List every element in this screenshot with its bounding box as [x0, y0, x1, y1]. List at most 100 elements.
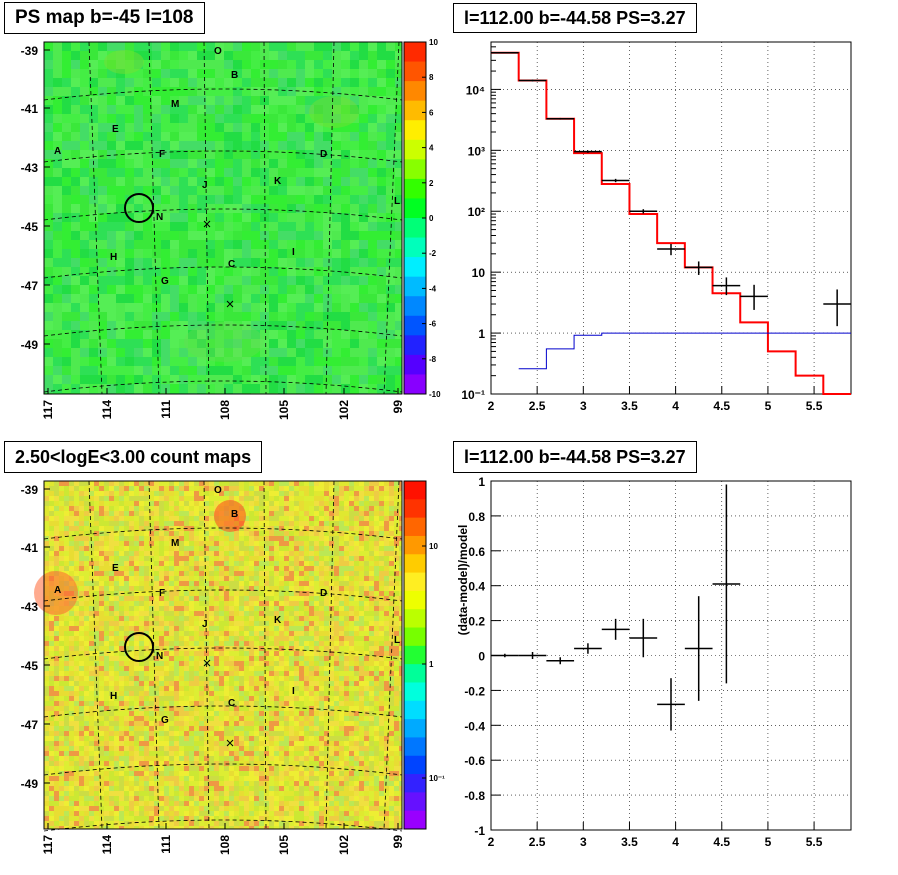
map-top-pixel [197, 159, 206, 168]
map-bottom-pixel [309, 606, 314, 611]
map-top-pixel [386, 231, 395, 240]
map-bottom-pixel [179, 586, 184, 591]
map-top-lon-tick-label: 114 [100, 400, 114, 420]
map-bottom-pixel [164, 646, 169, 651]
map-bottom-pixel [304, 551, 309, 556]
map-bottom-pixel [179, 556, 184, 561]
map-top-blob [309, 96, 359, 128]
map-top-pixel [215, 231, 224, 240]
map-bottom-pixel [314, 511, 319, 516]
map-bottom-pixel [274, 661, 279, 666]
map-bottom-pixel [184, 486, 189, 491]
map-bottom-pixel [244, 556, 249, 561]
map-bottom-pixel [264, 666, 269, 671]
map-bottom-pixel [229, 486, 234, 491]
map-bottom-pixel [179, 541, 184, 546]
map-bottom-pixel [154, 596, 159, 601]
map-top-pixel [332, 78, 341, 87]
map-bottom-pixel [194, 531, 199, 536]
map-top-pixel [314, 339, 323, 348]
map-bottom-pixel [369, 691, 374, 696]
map-bottom-pixel [64, 501, 69, 506]
map-top-pixel [251, 303, 260, 312]
map-bottom-pixel [369, 551, 374, 556]
map-bottom-pixel [224, 571, 229, 576]
map-bottom-pixel [134, 586, 139, 591]
map-bottom-pixel [134, 611, 139, 616]
map-bottom-pixel [329, 696, 334, 701]
map-bottom-pixel [219, 566, 224, 571]
map-top-pixel [98, 150, 107, 159]
map-bottom-pixel [379, 496, 384, 501]
map-bottom-pixel [339, 581, 344, 586]
map-top-pixel [98, 51, 107, 60]
map-bottom-pixel [299, 546, 304, 551]
map-top-pixel [359, 330, 368, 339]
map-bottom-pixel [169, 666, 174, 671]
map-bottom-pixel [144, 511, 149, 516]
map-top-pixel [296, 276, 305, 285]
map-bottom-pixel [244, 536, 249, 541]
map-bottom-pixel [89, 711, 94, 716]
map-bottom-pixel [354, 556, 359, 561]
map-bottom-pixel [254, 656, 259, 661]
map-bottom-pixel [319, 546, 324, 551]
map-bottom-pixel [319, 671, 324, 676]
map-bottom-pixel [239, 616, 244, 621]
map-bottom-pixel [299, 591, 304, 596]
map-bottom-pixel [74, 541, 79, 546]
map-bottom-pixel [89, 626, 94, 631]
map-bottom-pixel [194, 701, 199, 706]
map-bottom-pixel [79, 601, 84, 606]
map-bottom-pixel [199, 491, 204, 496]
map-bottom-pixel [224, 686, 229, 691]
map-bottom-pixel [364, 581, 369, 586]
map-bottom-pixel [374, 651, 379, 656]
map-bottom-pixel [399, 676, 402, 681]
map-top-pixel [296, 285, 305, 294]
map-bottom-pixel [364, 521, 369, 526]
map-bottom-pixel [289, 686, 294, 691]
map-bottom-pixel [159, 666, 164, 671]
map-bottom-pixel [69, 536, 74, 541]
map-top-pixel [215, 348, 224, 357]
map-top-pixel [188, 150, 197, 159]
map-bottom-pixel [384, 656, 389, 661]
map-bottom-pixel [69, 666, 74, 671]
map-bottom-pixel [339, 626, 344, 631]
map-bottom-pixel [89, 641, 94, 646]
map-bottom-pixel [289, 531, 294, 536]
map-bottom-pixel [299, 506, 304, 511]
map-bottom-pixel [204, 621, 209, 626]
map-bottom-pixel [94, 546, 99, 551]
map-bottom-pixel [314, 586, 319, 591]
map-bottom-pixel [369, 481, 374, 486]
map-bottom-pixel [384, 636, 389, 641]
map-bottom-pixel [99, 501, 104, 506]
map-bottom-pixel [209, 666, 214, 671]
map-top-pixel [278, 240, 287, 249]
map-bottom-pixel [244, 646, 249, 651]
map-top-pixel [53, 69, 62, 78]
map-bottom-pixel [229, 601, 234, 606]
map-bottom-pixel [179, 621, 184, 626]
map-top-pixel [224, 222, 233, 231]
map-top-pixel [305, 195, 314, 204]
map-bottom-pixel [254, 541, 259, 546]
map-top-pixel [53, 240, 62, 249]
map-top-pixel [278, 132, 287, 141]
map-bottom-pixel [169, 656, 174, 661]
map-top-pixel [188, 285, 197, 294]
map-top-pixel [368, 366, 377, 375]
map-bottom-pixel [284, 551, 289, 556]
map-top-pixel [233, 150, 242, 159]
map-bottom-pixel [74, 676, 79, 681]
map-top-pixel [350, 231, 359, 240]
map-bottom-pixel [374, 496, 379, 501]
map-bottom-pixel [359, 661, 364, 666]
map-bottom-pixel [179, 706, 184, 711]
map-bottom-pixel [54, 511, 59, 516]
map-bottom-pixel [239, 686, 244, 691]
map-bottom-pixel [394, 561, 399, 566]
map-bottom-pixel [214, 691, 219, 696]
